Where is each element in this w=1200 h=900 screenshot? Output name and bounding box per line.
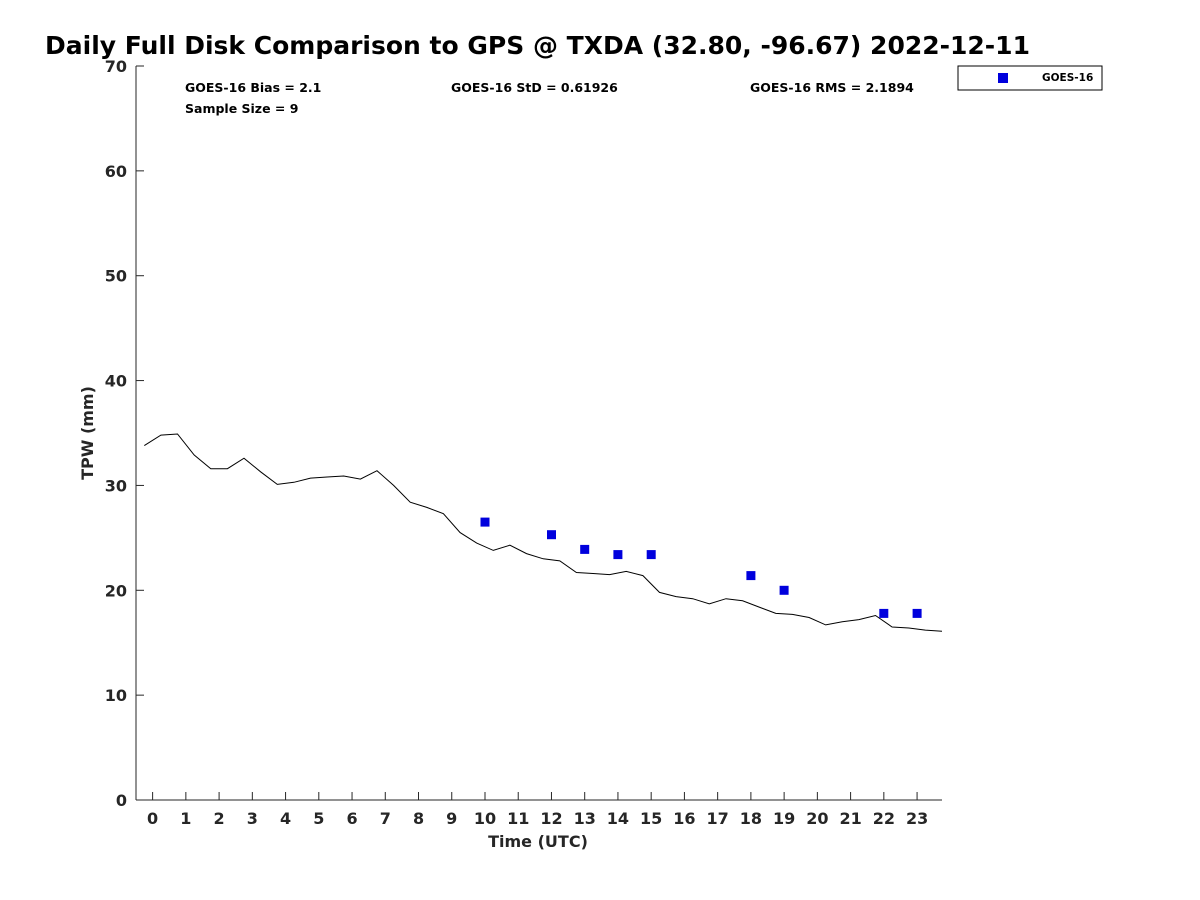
y-tick-label: 70: [105, 57, 127, 76]
x-tick-label: 7: [380, 809, 391, 828]
y-tick-label: 60: [105, 162, 127, 181]
x-tick-label: 6: [346, 809, 357, 828]
gps-tpw-series-line: [144, 433, 943, 632]
x-tick-label: 18: [740, 809, 762, 828]
sample-size-annotation: Sample Size = 9: [185, 101, 298, 116]
x-tick-label: 19: [773, 809, 795, 828]
y-tick-label: 40: [105, 372, 127, 391]
x-tick-label: 12: [540, 809, 562, 828]
rms-annotation: GOES-16 RMS = 2.1894: [750, 80, 914, 95]
y-tick-label: 50: [105, 267, 127, 286]
goes16-data-point: [646, 550, 656, 560]
x-tick-label: 16: [673, 809, 695, 828]
std-annotation: GOES-16 StD = 0.61926: [451, 80, 618, 95]
legend-label-goes16: GOES-16: [1042, 72, 1093, 84]
x-axis-label: Time (UTC): [488, 832, 588, 851]
y-tick-label: 10: [105, 686, 127, 705]
chart-title: Daily Full Disk Comparison to GPS @ TXDA…: [45, 31, 1030, 60]
x-tick-label: 8: [413, 809, 424, 828]
x-tick-label: 15: [640, 809, 662, 828]
bias-annotation: GOES-16 Bias = 2.1: [185, 80, 321, 95]
legend: GOES-16: [957, 65, 1103, 91]
goes16-data-point: [879, 608, 889, 618]
x-tick-label: 20: [806, 809, 828, 828]
x-tick-label: 2: [214, 809, 225, 828]
gps-tpw-line: [144, 433, 943, 632]
y-tick-label: 30: [105, 476, 127, 495]
goes16-data-point: [779, 585, 789, 595]
goes16-data-point: [547, 530, 556, 540]
x-tick-label: 17: [707, 809, 729, 828]
goes16-data-point: [746, 571, 756, 581]
x-tick-label: 4: [280, 809, 291, 828]
x-tick-label: 23: [906, 809, 928, 828]
x-tick-label: 9: [446, 809, 457, 828]
x-tick-label: 14: [607, 809, 629, 828]
x-tick-label: 13: [574, 809, 596, 828]
legend-box: [957, 65, 1103, 91]
y-tick-label: 0: [116, 791, 127, 810]
y-axis-ticks: 0 10 20 30 40 50 60 70: [105, 57, 144, 810]
y-axis-label: TPW (mm): [78, 386, 97, 480]
y-tick-label: 20: [105, 581, 127, 600]
x-tick-label: 21: [839, 809, 861, 828]
goes16-data-point: [580, 544, 590, 554]
x-tick-label: 3: [247, 809, 258, 828]
legend-marker-goes16: [998, 73, 1008, 83]
x-tick-label: 10: [474, 809, 496, 828]
goes16-data-point: [613, 550, 623, 560]
x-axis-ticks: 0 1 2 3 4 5 6 7 8 9 10 11 12 13 14 15 16 17 18 19 20 21 22 23: [147, 792, 928, 828]
axes: [135, 66, 942, 801]
stats-annotations: GOES-16 Bias = 2.1 GOES-16 StD = 0.61926…: [185, 80, 914, 116]
goes16-markers: [480, 517, 922, 618]
x-tick-label: 1: [180, 809, 191, 828]
x-tick-label: 11: [507, 809, 529, 828]
goes16-data-point: [912, 608, 922, 618]
goes16-data-point: [480, 517, 490, 527]
x-tick-label: 0: [147, 809, 158, 828]
x-tick-label: 22: [873, 809, 895, 828]
x-tick-label: 5: [313, 809, 324, 828]
